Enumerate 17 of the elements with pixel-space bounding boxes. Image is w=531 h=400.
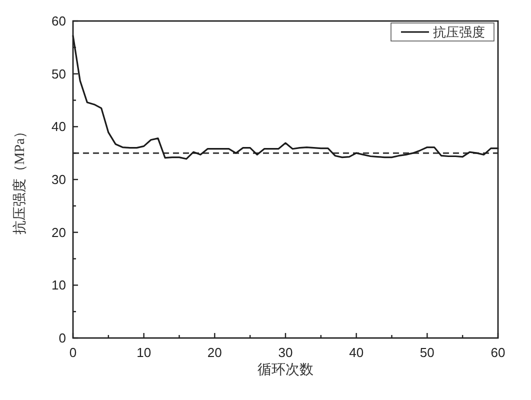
x-tick-label: 10	[136, 345, 152, 360]
x-axis-title: 循环次数	[258, 362, 314, 378]
x-tick-label: 50	[420, 345, 434, 360]
x-tick-label: 40	[349, 345, 364, 360]
y-tick-label: 60	[52, 14, 66, 28]
y-tick-label: 10	[52, 278, 66, 293]
y-tick-label: 50	[52, 66, 66, 82]
y-tick-label: 0	[58, 330, 66, 346]
x-tick-label: 60	[490, 345, 506, 360]
y-tick-label: 40	[52, 119, 66, 134]
y-tick-label: 20	[52, 224, 66, 240]
y-axis-title: 抗压强度（MPa）	[12, 124, 28, 235]
y-tick-label: 30	[52, 172, 66, 187]
x-tick-label: 30	[278, 345, 293, 360]
legend-label: 抗压强度	[433, 24, 485, 40]
x-tick-label: 20	[207, 345, 222, 360]
x-tick-label: 0	[69, 345, 77, 360]
